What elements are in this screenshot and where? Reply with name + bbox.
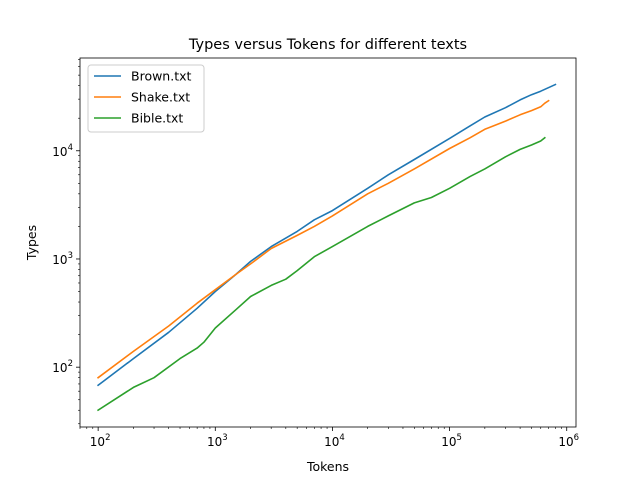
legend-label-1: Brown.txt [131,69,192,84]
legend-label-3: Bible.txt [131,111,183,126]
y-axis-label: Types [24,225,39,261]
plot-area-frame [79,57,577,428]
y-tick-label: 102 [52,359,73,375]
y-tick-label: 104 [52,143,73,159]
x-axis-label: Tokens [306,459,349,474]
series-line-1 [96,83,557,387]
series-line-3 [96,136,546,412]
chart-title: Types versus Tokens for different texts [188,37,467,53]
legend-label-2: Shake.txt [131,90,190,105]
series-line-2 [96,99,550,379]
x-tick-label: 103 [207,433,228,449]
legend-box [87,64,205,133]
x-axis: 102 103 104 105 106 [79,427,579,449]
x-tick-label: 102 [90,433,111,449]
series-layer [96,83,557,412]
y-axis: 102 103 104 [52,59,80,425]
legend: Brown.txt Shake.txt Bible.txt [87,64,205,133]
x-tick-label: 105 [441,433,462,449]
y-tick-label: 103 [52,251,73,267]
x-tick-label: 106 [558,433,579,449]
x-tick-label: 104 [324,433,345,449]
